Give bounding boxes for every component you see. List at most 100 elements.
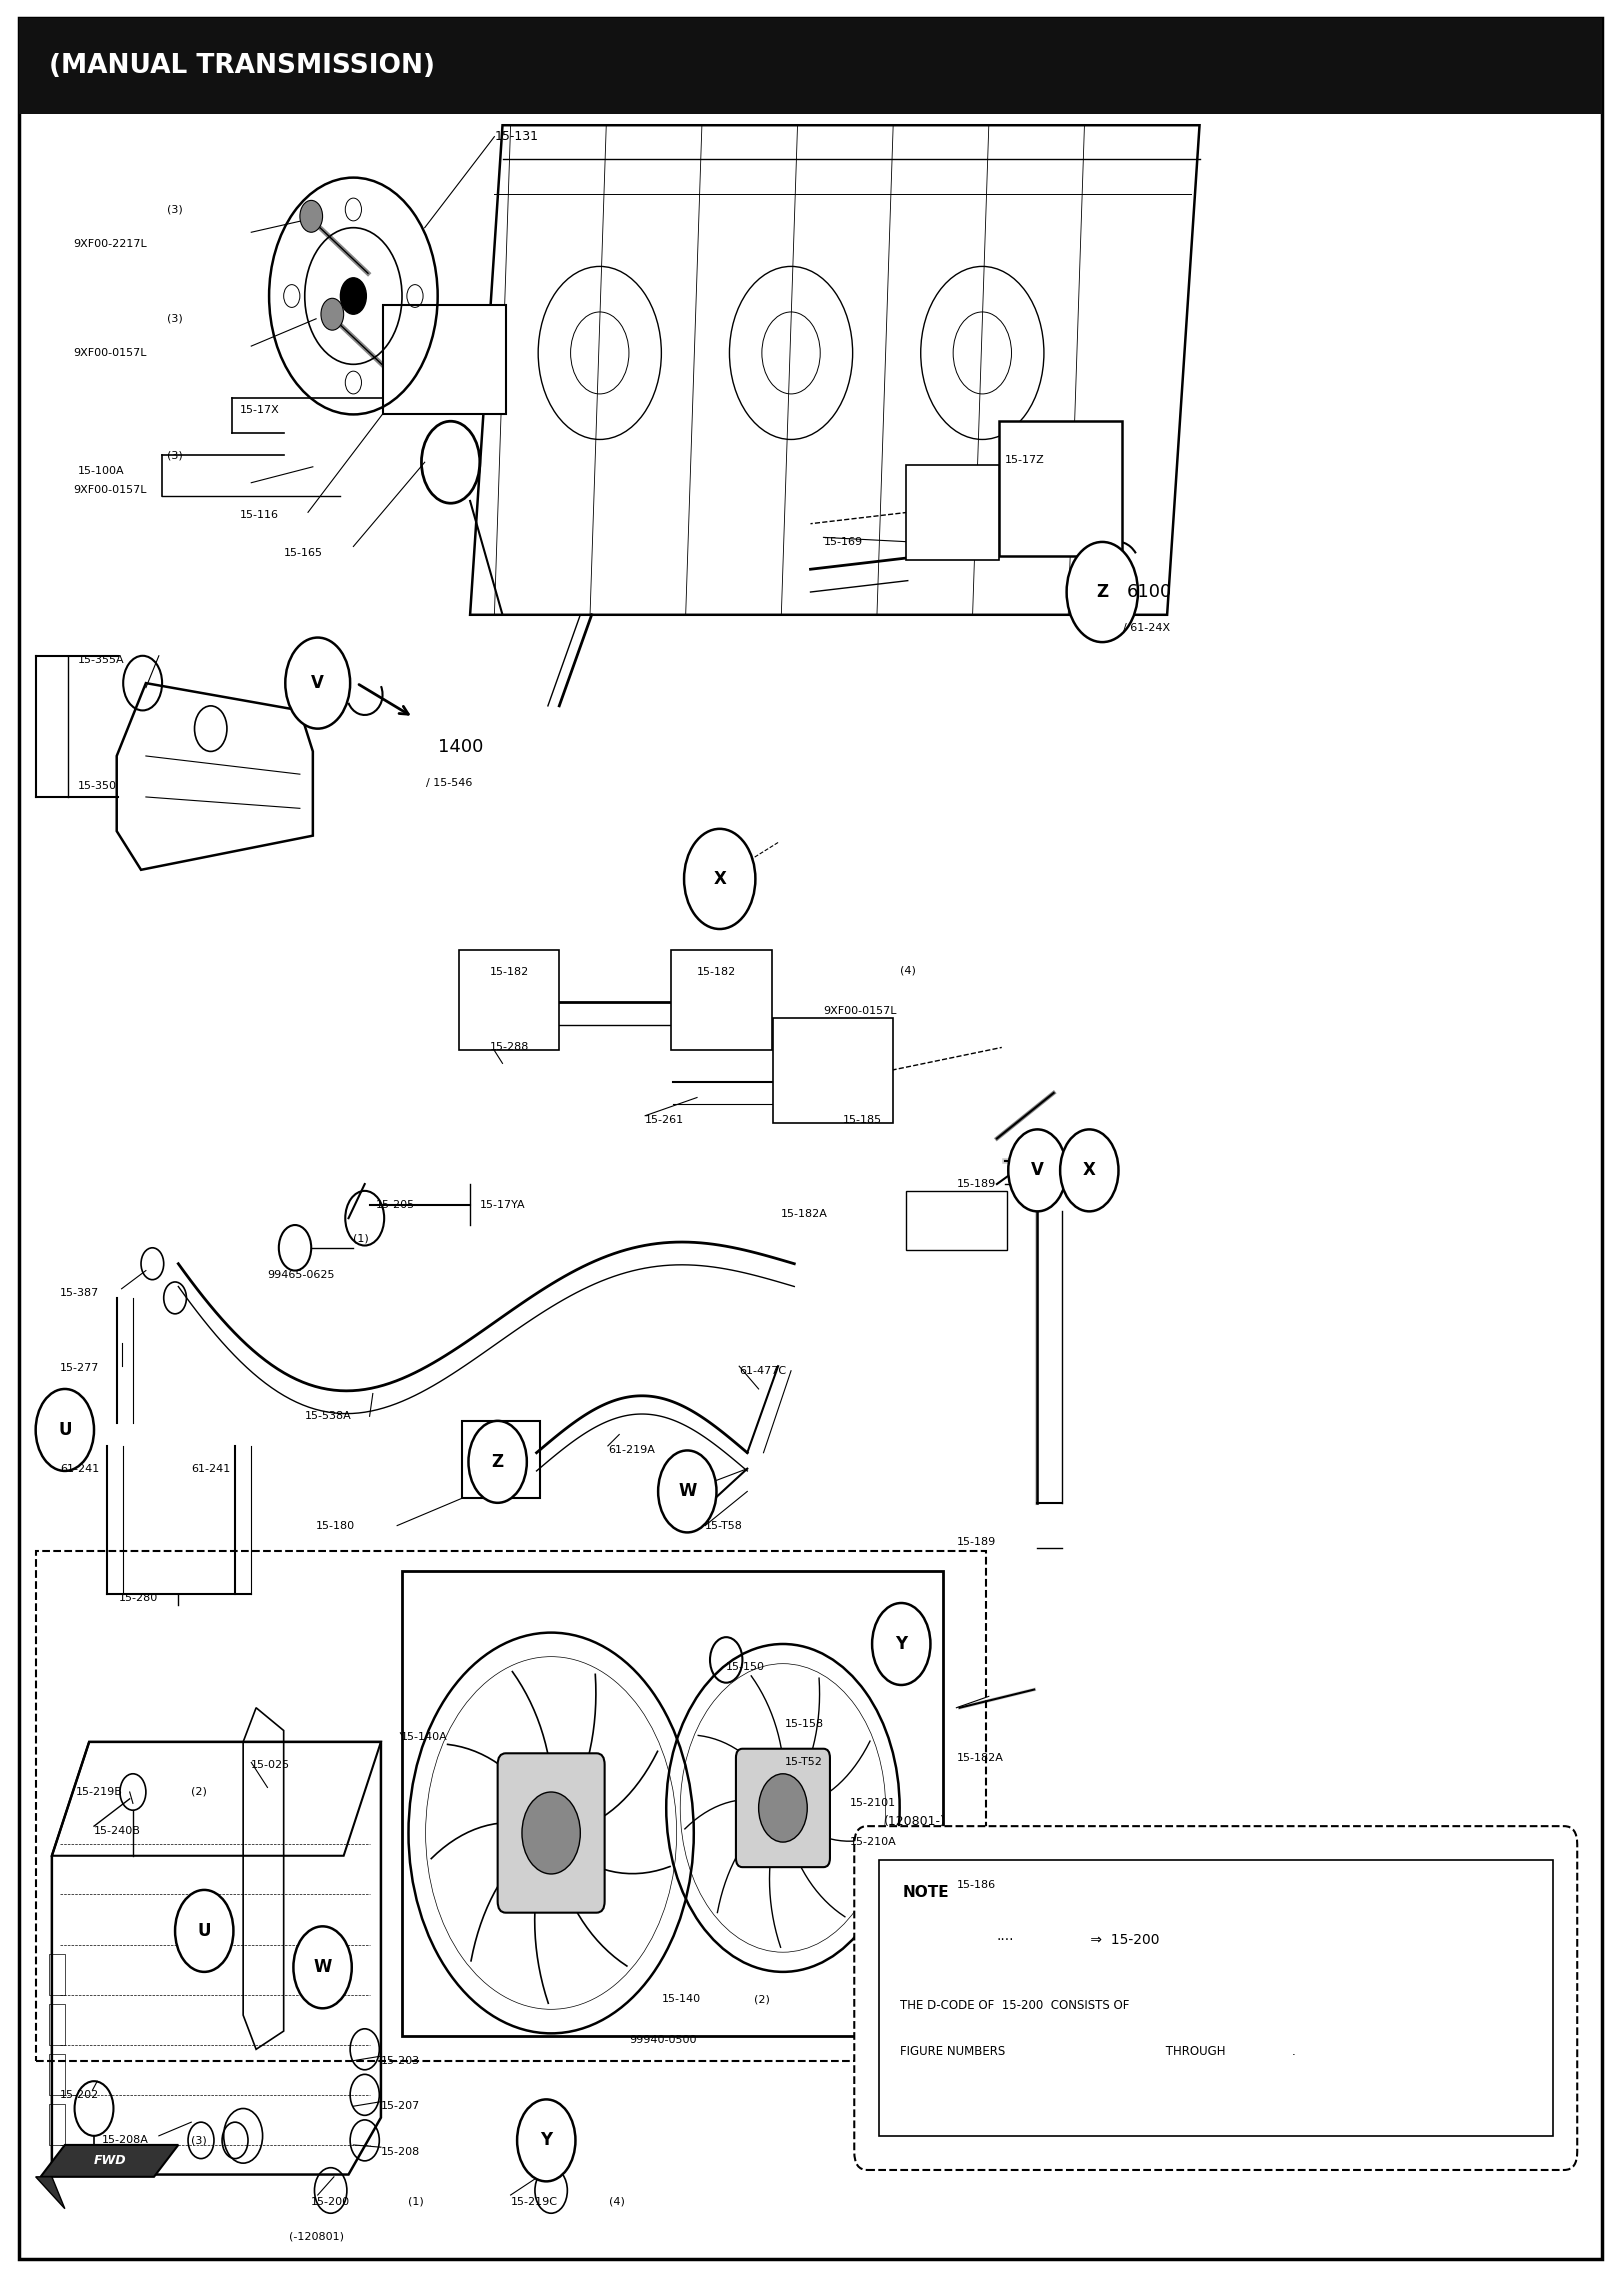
Text: (1): (1)	[408, 2197, 425, 2206]
Circle shape	[468, 1421, 527, 1503]
Circle shape	[1112, 2022, 1157, 2086]
FancyBboxPatch shape	[906, 1191, 1007, 1250]
Bar	[49, 2004, 65, 2045]
Text: 61-477C: 61-477C	[739, 1366, 786, 1375]
Text: 15-140A: 15-140A	[400, 1733, 447, 1742]
Text: (4): (4)	[900, 965, 916, 975]
Text: / 61-24X: / 61-24X	[1123, 624, 1170, 633]
Text: W: W	[313, 1958, 332, 1976]
Text: 15-189: 15-189	[956, 1537, 995, 1546]
Text: 15-116: 15-116	[240, 510, 279, 519]
Text: 15-182A: 15-182A	[781, 1209, 828, 1218]
FancyBboxPatch shape	[19, 18, 1602, 2259]
Circle shape	[1060, 1129, 1118, 1211]
Text: 15-182: 15-182	[490, 968, 528, 977]
Text: 15-205: 15-205	[376, 1200, 415, 1209]
Text: 15-208: 15-208	[381, 2147, 420, 2156]
Text: 9XF00-0157L: 9XF00-0157L	[823, 1006, 896, 1016]
Circle shape	[36, 1389, 94, 1471]
Circle shape	[517, 2099, 575, 2181]
Circle shape	[300, 200, 323, 232]
Text: 15-17YA: 15-17YA	[480, 1200, 525, 1209]
Text: THE D-CODE OF  15-200  CONSISTS OF: THE D-CODE OF 15-200 CONSISTS OF	[900, 1999, 1130, 2013]
Text: 15-2101: 15-2101	[849, 1799, 895, 1808]
FancyBboxPatch shape	[402, 1571, 943, 2036]
FancyBboxPatch shape	[854, 1826, 1577, 2170]
Text: Y: Y	[540, 2131, 553, 2149]
Text: 15-T58: 15-T58	[705, 1521, 742, 1530]
FancyBboxPatch shape	[459, 950, 559, 1050]
Circle shape	[658, 1450, 716, 1532]
FancyBboxPatch shape	[736, 1749, 830, 1867]
Text: 15-200: 15-200	[311, 2197, 350, 2206]
Text: FIGURE NUMBERS: FIGURE NUMBERS	[900, 2045, 1008, 2058]
Text: 99940-0500: 99940-0500	[629, 2036, 697, 2045]
Text: 15-025: 15-025	[251, 1760, 290, 1769]
Text: 15-182: 15-182	[697, 968, 736, 977]
Text: U: U	[58, 1421, 71, 1439]
Text: 15-280: 15-280	[118, 1594, 157, 1603]
Text: W: W	[678, 1482, 697, 1501]
Text: 15-131: 15-131	[494, 130, 538, 143]
Text: 9XF00-0157L: 9XF00-0157L	[73, 348, 146, 357]
Text: (4): (4)	[609, 2197, 626, 2206]
Circle shape	[321, 298, 344, 330]
Text: ····: ····	[997, 1933, 1015, 1947]
Text: ⇒  15-200: ⇒ 15-200	[1086, 1933, 1159, 1947]
Text: 15-185: 15-185	[843, 1116, 882, 1125]
Text: 15-140: 15-140	[661, 1995, 700, 2004]
Bar	[19, 18, 1602, 114]
Bar	[49, 2104, 65, 2145]
Text: 15-207: 15-207	[381, 2102, 420, 2111]
Text: 6100: 6100	[1127, 583, 1172, 601]
Text: 15-240B: 15-240B	[94, 1826, 141, 1835]
Text: 9XF00-2217L: 9XF00-2217L	[73, 239, 146, 248]
Text: 15-277: 15-277	[60, 1364, 99, 1373]
Text: 15-288: 15-288	[490, 1043, 528, 1052]
Circle shape	[872, 1603, 930, 1685]
Circle shape	[939, 1904, 990, 1976]
Text: 1: 1	[1130, 2047, 1140, 2061]
Text: Z: Z	[1096, 583, 1109, 601]
Text: (3): (3)	[167, 451, 183, 460]
Text: 4: 4	[1260, 2047, 1269, 2061]
Text: (2): (2)	[191, 1787, 207, 1797]
Circle shape	[759, 1774, 807, 1842]
Circle shape	[175, 1890, 233, 1972]
Text: (120801-): (120801-)	[883, 1815, 945, 1828]
Text: 15-219C: 15-219C	[511, 2197, 558, 2206]
Text: Z: Z	[491, 1453, 504, 1471]
Text: 15-100A: 15-100A	[78, 467, 125, 476]
Text: FWD: FWD	[94, 2154, 126, 2168]
Text: (3): (3)	[191, 2136, 207, 2145]
Circle shape	[1067, 542, 1138, 642]
Circle shape	[1028, 1904, 1080, 1976]
Text: 1: 1	[960, 1933, 969, 1947]
FancyBboxPatch shape	[999, 421, 1122, 556]
Text: (1): (1)	[353, 1234, 370, 1243]
Text: 61-219A: 61-219A	[608, 1446, 655, 1455]
Text: 15-186: 15-186	[956, 1881, 995, 1890]
Text: 15-208A: 15-208A	[102, 2136, 149, 2145]
Text: 1400: 1400	[438, 738, 483, 756]
Text: 99465-0625: 99465-0625	[267, 1271, 336, 1280]
Circle shape	[684, 829, 755, 929]
Polygon shape	[36, 2177, 65, 2209]
FancyBboxPatch shape	[773, 1018, 893, 1123]
FancyBboxPatch shape	[671, 950, 772, 1050]
Text: 15-538A: 15-538A	[305, 1412, 352, 1421]
Circle shape	[285, 638, 350, 729]
Text: X: X	[1083, 1161, 1096, 1179]
Text: NOTE: NOTE	[903, 1885, 950, 1901]
Circle shape	[1242, 2022, 1287, 2086]
Text: 15-165: 15-165	[284, 549, 323, 558]
Text: .: .	[1292, 2045, 1295, 2058]
Text: 15-350: 15-350	[78, 781, 117, 790]
Text: 15-T52: 15-T52	[785, 1758, 822, 1767]
Text: 15-203: 15-203	[381, 2056, 420, 2065]
Text: 15-261: 15-261	[645, 1116, 684, 1125]
Text: (3): (3)	[167, 314, 183, 323]
Circle shape	[293, 1926, 352, 2008]
Text: 15-210A: 15-210A	[849, 1838, 896, 1847]
Bar	[49, 1954, 65, 1995]
